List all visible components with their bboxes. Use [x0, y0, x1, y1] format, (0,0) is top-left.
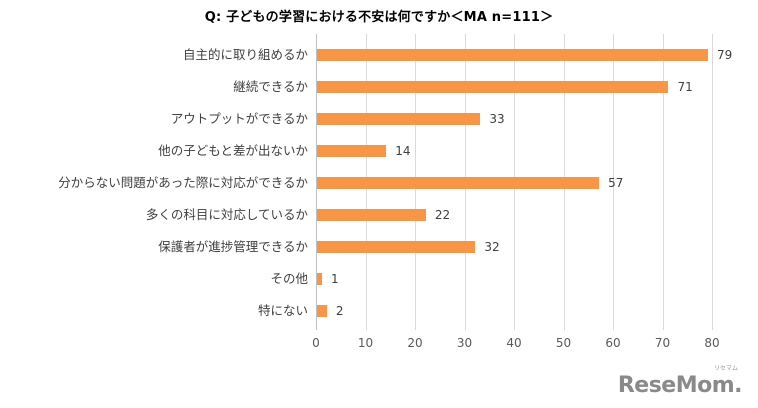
data-label: 32: [484, 240, 500, 254]
bar-row: 自主的に取り組めるか 79: [183, 39, 732, 71]
x-tick-label: 70: [654, 336, 671, 350]
x-tick-label: 20: [407, 336, 423, 350]
category-label: 特にない: [257, 303, 308, 318]
category-label: その他: [270, 271, 308, 286]
x-tick-label: 80: [704, 336, 720, 350]
x-tick-label: 10: [357, 336, 374, 350]
x-tick-label: 30: [456, 336, 473, 350]
bar: [317, 49, 709, 61]
category-label: 多くの科目に対応しているか: [145, 207, 308, 222]
data-label: 2: [335, 304, 344, 318]
bar: [317, 241, 476, 253]
category-label: アウトプットができるか: [170, 111, 308, 126]
bar-row: 多くの科目に対応しているか 22: [146, 199, 716, 231]
data-label: 57: [608, 176, 624, 190]
bar-row: アウトプットができるか 33: [171, 103, 716, 135]
gridline: [662, 34, 664, 330]
category-label: 他の子どもと差が出ないか: [158, 143, 308, 158]
bar-row: 継続できるか 71: [233, 71, 716, 103]
x-tick-label: 0: [312, 336, 320, 350]
gridline: [613, 34, 614, 330]
data-label: 71: [677, 80, 693, 94]
bar: [317, 113, 481, 125]
x-tick-label: 40: [506, 336, 522, 350]
bar: [317, 145, 387, 157]
category-label: 分からない問題があった際に対応ができるか: [58, 175, 308, 190]
category-label: 自主的に取り組めるか: [182, 47, 308, 62]
bar: [317, 177, 600, 189]
x-tick-label: 60: [605, 336, 621, 350]
bar: [317, 209, 426, 221]
data-label: 1: [330, 272, 339, 286]
chart-title: Q: 子どもの学習における不安は何ですか＜MA n=111＞: [204, 10, 554, 25]
bar-row: 保護者が進捗管理できるか 32: [158, 231, 716, 263]
bar-row: 特にない 2: [258, 295, 716, 327]
bar: [317, 273, 322, 285]
bar-row: 他の子どもと差が出ないか 14: [158, 135, 716, 167]
bar: [317, 305, 327, 317]
x-tick-label: 50: [555, 336, 572, 350]
gridline: [712, 34, 713, 330]
bar-row: その他 1: [270, 263, 716, 295]
data-label: 22: [434, 208, 451, 222]
data-label: 14: [395, 144, 411, 158]
resemom-logo: ReseMom.: [617, 373, 743, 398]
logo-subtitle: リセマム: [713, 365, 738, 372]
bar-row: 分からない問題があった際に対応ができるか 57: [58, 167, 716, 199]
bar: [317, 81, 669, 93]
category-label: 継続できるか: [233, 79, 308, 94]
y-axis-line: [316, 34, 317, 330]
data-label: 79: [717, 48, 733, 62]
plot-area: 自主的に取り組めるか 79 継続できるか 71 アウトプットができるか 33 他の子どもと差…: [58, 34, 732, 330]
data-label: 33: [489, 112, 505, 126]
category-label: 保護者が進捗管理できるか: [158, 239, 308, 254]
